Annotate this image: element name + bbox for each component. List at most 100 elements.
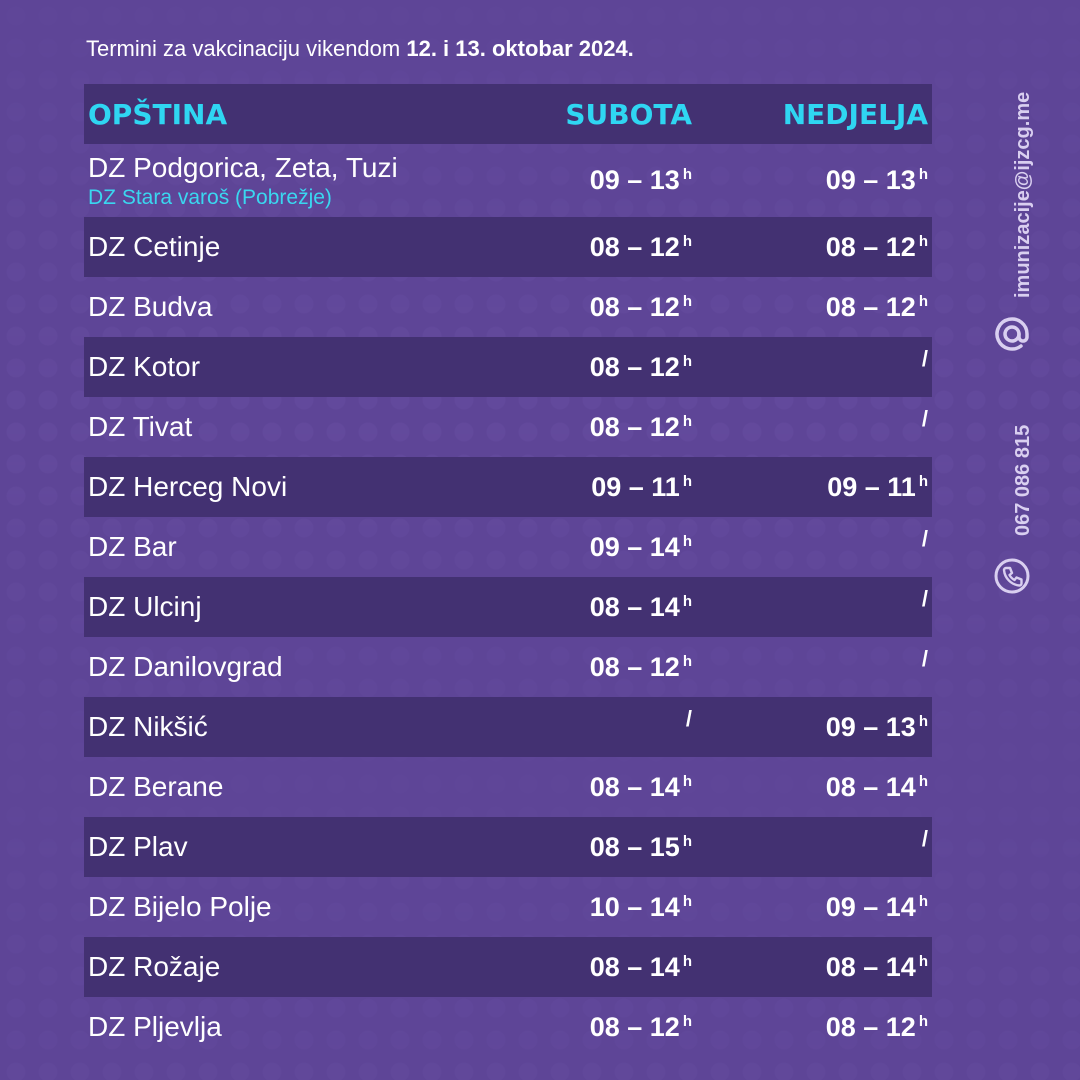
sunday-hours: / bbox=[922, 337, 928, 397]
municipality-cell: DZ Nikšić bbox=[88, 697, 208, 757]
municipality-cell: DZ Berane bbox=[88, 757, 223, 817]
table-row: DZ Bar 09 – 14 h / bbox=[84, 517, 932, 577]
sunday-hours-value: 09 – 13 bbox=[825, 165, 916, 195]
hour-suffix: h bbox=[682, 892, 692, 910]
table-body: DZ Podgorica, Zeta, Tuzi DZ Stara varoš (… bbox=[84, 144, 932, 1057]
municipality-cell: DZ Herceg Novi bbox=[88, 457, 287, 517]
sunday-hours-value: / bbox=[921, 526, 928, 551]
municipality-name: DZ Bijelo Polje bbox=[88, 891, 272, 922]
saturday-hours: / bbox=[686, 697, 692, 757]
sunday-hours-value: 08 – 12 bbox=[825, 1011, 916, 1042]
municipality-cell: DZ Pljevlja bbox=[88, 997, 222, 1057]
saturday-hours: 09 – 14 h bbox=[590, 517, 692, 577]
table-row: DZ Danilovgrad 08 – 12 h / bbox=[84, 637, 932, 697]
saturday-hours: 09 – 11 h bbox=[591, 457, 692, 517]
municipality-cell: DZ Budva bbox=[88, 277, 213, 337]
sunday-hours-value: / bbox=[921, 826, 928, 851]
hour-suffix: h bbox=[918, 232, 928, 250]
municipality-name: DZ Rožaje bbox=[88, 951, 221, 982]
table-row: DZ Pljevlja 08 – 12 h 08 – 12 h bbox=[84, 997, 932, 1057]
sunday-hours: 09 – 11 h bbox=[827, 457, 928, 517]
saturday-hours-value: / bbox=[685, 706, 692, 731]
at-icon bbox=[990, 312, 1034, 356]
hour-suffix: h bbox=[918, 292, 928, 310]
municipality-cell: DZ Kotor bbox=[88, 337, 200, 397]
contact-phone: 067 086 815 bbox=[1012, 424, 1034, 536]
hour-suffix: h bbox=[682, 412, 692, 430]
sunday-hours-value: 08 – 12 bbox=[825, 291, 916, 322]
saturday-hours-value: 08 – 12 bbox=[589, 291, 680, 322]
sunday-hours-value: / bbox=[921, 406, 928, 431]
sunday-hours-value: 08 – 14 bbox=[825, 951, 916, 982]
column-header-saturday: SUBOTA bbox=[565, 97, 692, 131]
sunday-hours: / bbox=[922, 517, 928, 577]
sunday-hours: 08 – 14 h bbox=[826, 757, 928, 817]
table-row: DZ Berane 08 – 14 h 08 – 14 h bbox=[84, 757, 932, 817]
municipality-subtitle: DZ Stara varoš (Pobrežje) bbox=[88, 185, 332, 209]
saturday-hours-value: 08 – 12 bbox=[589, 651, 680, 682]
hour-suffix: h bbox=[918, 166, 928, 183]
municipality-name: DZ Budva bbox=[88, 291, 213, 322]
title-prefix: Termini za vakcinaciju vikendom bbox=[86, 36, 407, 61]
municipality-cell: DZ Bar bbox=[88, 517, 177, 577]
sunday-hours-value: / bbox=[921, 346, 928, 371]
sunday-hours: 08 – 12 h bbox=[826, 217, 928, 277]
municipality-name: DZ Pljevlja bbox=[88, 1011, 222, 1042]
saturday-hours-value: 08 – 14 bbox=[589, 951, 680, 982]
municipality-cell: DZ Bijelo Polje bbox=[88, 877, 272, 937]
table-row: DZ Budva 08 – 12 h 08 – 12 h bbox=[84, 277, 932, 337]
title-date: 12. i 13. oktobar 2024. bbox=[406, 36, 634, 61]
phone-icon bbox=[990, 554, 1034, 598]
municipality-name: DZ Herceg Novi bbox=[88, 471, 288, 502]
sunday-hours: 08 – 12 h bbox=[826, 997, 928, 1057]
municipality-name: DZ Nikšić bbox=[88, 711, 208, 742]
sunday-hours: / bbox=[922, 397, 928, 457]
saturday-hours: 08 – 12 h bbox=[590, 337, 692, 397]
sunday-hours: 09 – 14 h bbox=[826, 877, 928, 937]
municipality-cell: DZ Ulcinj bbox=[88, 577, 202, 637]
table-row: DZ Nikšić / 09 – 13 h bbox=[84, 697, 932, 757]
saturday-hours: 08 – 12 h bbox=[590, 217, 692, 277]
municipality-name: DZ Plav bbox=[88, 831, 188, 862]
saturday-hours-value: 08 – 12 bbox=[589, 351, 680, 382]
contact-email: imunizacije@ijzcg.me bbox=[1012, 91, 1034, 298]
hour-suffix: h bbox=[682, 472, 692, 490]
hour-suffix: h bbox=[918, 952, 928, 970]
sunday-hours: / bbox=[922, 637, 928, 697]
table-row: DZ Rožaje 08 – 14 h 08 – 14 h bbox=[84, 937, 932, 997]
table-row: DZ Ulcinj 08 – 14 h / bbox=[84, 577, 932, 637]
hour-suffix: h bbox=[682, 952, 692, 970]
sunday-hours-value: 08 – 14 bbox=[825, 771, 916, 802]
sunday-hours: / bbox=[922, 577, 928, 637]
saturday-hours-value: 08 – 14 bbox=[589, 591, 680, 622]
municipality-cell: DZ Rožaje bbox=[88, 937, 220, 997]
saturday-hours-value: 08 – 12 bbox=[589, 1011, 680, 1042]
saturday-hours-value: 08 – 15 bbox=[589, 831, 680, 862]
saturday-hours-value: 08 – 12 bbox=[589, 231, 680, 262]
table-row: DZ Podgorica, Zeta, Tuzi DZ Stara varoš (… bbox=[84, 144, 932, 217]
saturday-hours: 08 – 12 h bbox=[590, 637, 692, 697]
hour-suffix: h bbox=[918, 892, 928, 910]
hour-suffix: h bbox=[682, 592, 692, 610]
hour-suffix: h bbox=[682, 232, 692, 250]
saturday-hours: 08 – 14 h bbox=[590, 937, 692, 997]
hour-suffix: h bbox=[918, 472, 928, 490]
saturday-hours-value: 09 – 14 bbox=[589, 531, 680, 562]
hour-suffix: h bbox=[682, 832, 692, 850]
column-header-municipality: OPŠTINA bbox=[88, 97, 228, 131]
schedule-table: OPŠTINA SUBOTA NEDJELJA DZ Podgorica, Ze… bbox=[84, 84, 932, 1057]
sunday-hours: 09 – 13 h bbox=[826, 697, 928, 757]
sunday-hours: 08 – 12 h bbox=[826, 277, 928, 337]
table-header: OPŠTINA SUBOTA NEDJELJA bbox=[84, 84, 932, 144]
municipality-name: DZ Ulcinj bbox=[88, 591, 202, 622]
municipality-cell: DZ Cetinje bbox=[88, 217, 220, 277]
municipality-name: DZ Tivat bbox=[88, 411, 193, 442]
hour-suffix: h bbox=[682, 352, 692, 370]
table-row: DZ Kotor 08 – 12 h / bbox=[84, 337, 932, 397]
saturday-hours: 08 – 12 h bbox=[590, 277, 692, 337]
sunday-hours: 09 – 13 h bbox=[826, 144, 928, 217]
saturday-hours: 09 – 13 h bbox=[590, 144, 692, 217]
table-row: DZ Bijelo Polje 10 – 14 h 09 – 14 h bbox=[84, 877, 932, 937]
saturday-hours: 08 – 14 h bbox=[590, 577, 692, 637]
sunday-hours-value: 09 – 11 bbox=[827, 471, 916, 502]
